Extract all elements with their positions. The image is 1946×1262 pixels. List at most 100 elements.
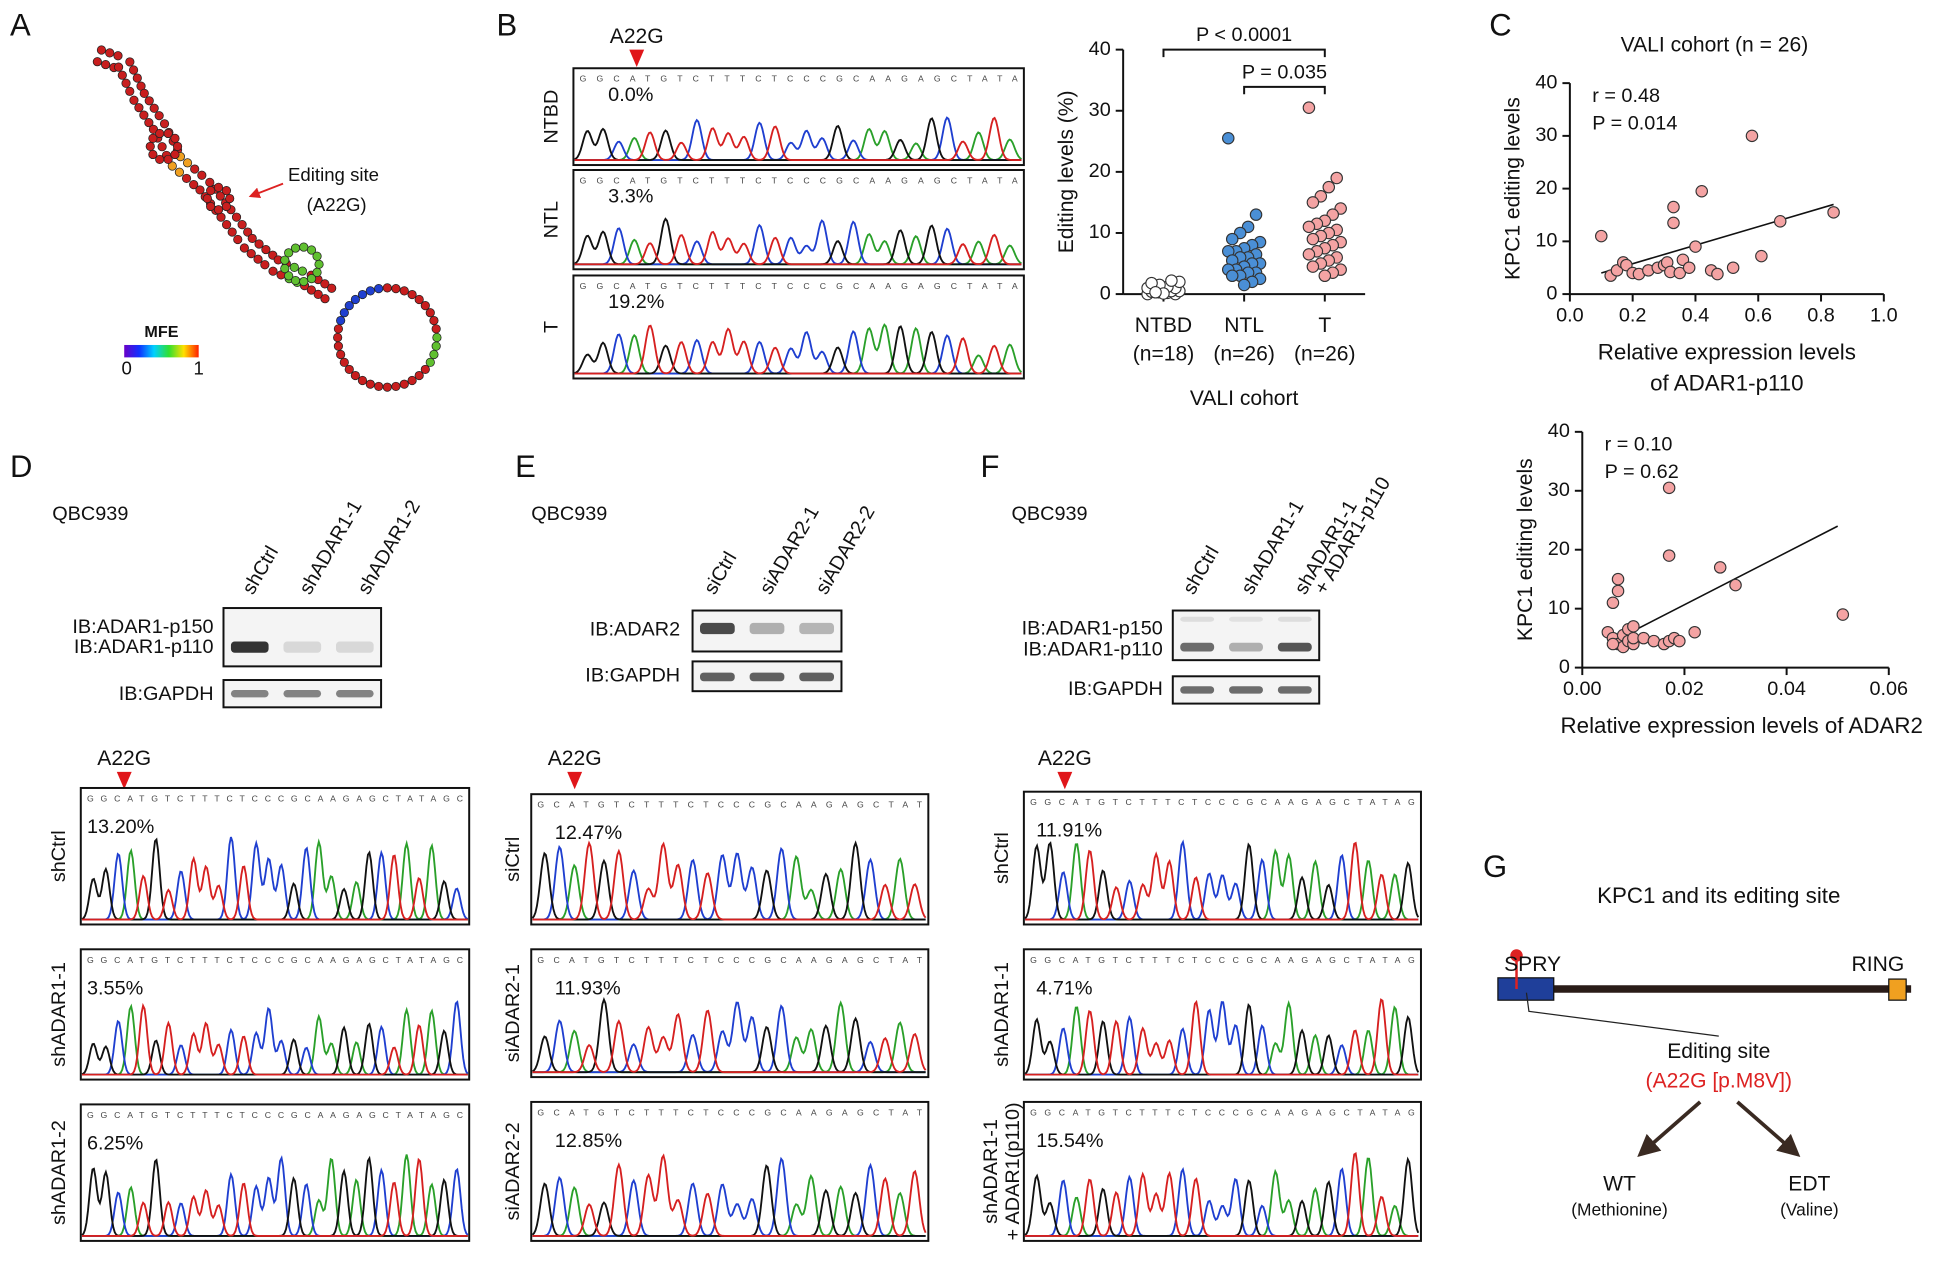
site-pin-head [1510,949,1523,962]
fit-line [1607,525,1839,645]
trace-label: siADAR2-1 [502,964,524,1062]
annotation: r = 0.48 [1592,85,1660,107]
nucleotide [117,70,127,80]
nucleotide [134,103,144,113]
nucleotide [429,349,439,360]
point [1673,634,1686,648]
x-tick-label: 0.2 [1619,305,1647,327]
site-marker [1057,771,1073,790]
nucleotide [268,266,278,276]
y-axis-label: KPC1 editing levels [1502,97,1525,280]
site-marker [116,771,132,790]
nucleotide [431,324,441,334]
cell-line: QBC939 [531,503,607,525]
nucleotide [429,315,439,326]
site-marker [629,49,645,68]
point [1745,129,1759,143]
point [1606,596,1620,610]
point [1711,267,1724,281]
blot-label: IB:ADAR1-p150 [72,616,213,638]
annotation: P = 0.014 [1592,112,1677,134]
nucleotide [261,244,271,255]
editing-level: 3.55% [87,977,143,999]
nucleotide [254,239,264,249]
nucleotide [425,308,435,318]
trace-label: NTL [541,201,563,239]
x-tick-count: (n=26) [1294,342,1356,365]
nucleotide [407,289,417,300]
nucleotide [206,186,216,196]
cell-line: QBC939 [52,503,128,525]
dot [1302,101,1316,114]
nucleotide [420,364,430,375]
nucleotide [101,60,111,70]
dot [1302,220,1316,234]
point [1827,206,1840,219]
nucleotide [344,301,354,311]
band [749,622,785,635]
fit-line [1601,203,1834,274]
x-tick-label: NTBD [1135,314,1192,337]
nucleotide [163,154,173,164]
nucleotide [154,111,164,121]
annotation: P < 0.0001 [1196,24,1292,46]
panel-letter: B [496,7,517,42]
y-axis-label: KPC1 editing levels [1514,458,1537,641]
trace [574,116,1022,162]
nucleotide [336,349,346,360]
editing-level: 15.54% [1036,1130,1103,1152]
nucleotide [399,286,409,296]
ring-domain [1888,978,1907,1001]
editing-level: 4.71% [1036,977,1092,999]
nucleotide [206,201,216,212]
sequence: GGCATGTCTTTCTCCCGCAAGAGCTATAG [1030,797,1415,807]
x-axis-label: Relative expression levels [1598,340,1856,365]
y-tick-label: 40 [1548,420,1570,442]
y-tick-label: 30 [1089,99,1111,121]
nucleotide [333,341,344,351]
trace-label: NTBD [541,90,563,144]
nucleotide [365,286,375,296]
band [799,672,835,682]
band [1277,642,1312,652]
site-marker [567,771,583,790]
nucleotide [306,285,316,295]
x-axis-label: Relative expression levels of ADAR2 [1561,713,1923,738]
point [1729,578,1742,592]
x-tick-count: (n=26) [1213,342,1275,365]
nucleotide [431,341,441,351]
band [799,622,835,635]
band [283,641,322,653]
y-tick-label: 20 [1089,160,1111,182]
nucleotide [247,233,257,244]
nucleotide [374,381,384,391]
nucleotide [231,212,242,222]
y-tick-label: 20 [1535,177,1557,199]
nucleotide [197,170,207,180]
band [1229,616,1263,622]
nucleotide [170,149,180,160]
nucleotide [202,193,212,204]
point [1726,261,1740,274]
nucleotide [299,242,309,252]
y-tick-label: 40 [1535,71,1557,93]
y-tick-label: 10 [1089,221,1111,243]
nucleotide [145,141,155,152]
dot [1330,171,1343,185]
nucleotide [260,260,270,270]
annotation: r = 0.10 [1605,434,1673,456]
nucleotide [414,370,424,381]
nucleotide [155,128,165,139]
x-tick-label: 0.8 [1807,305,1835,327]
blot-label: IB:GAPDH [1068,678,1163,700]
annotation: (A22G) [307,194,367,215]
trace [82,854,468,921]
point [1673,266,1687,280]
nucleotide [144,96,154,106]
nucleotide [306,274,317,284]
chart-title: VALI cohort (n = 26) [1621,33,1809,56]
nucleotide [284,248,294,258]
y-tick-label: 10 [1535,230,1557,252]
bracket [1162,48,1326,58]
nucleotide [148,133,158,143]
